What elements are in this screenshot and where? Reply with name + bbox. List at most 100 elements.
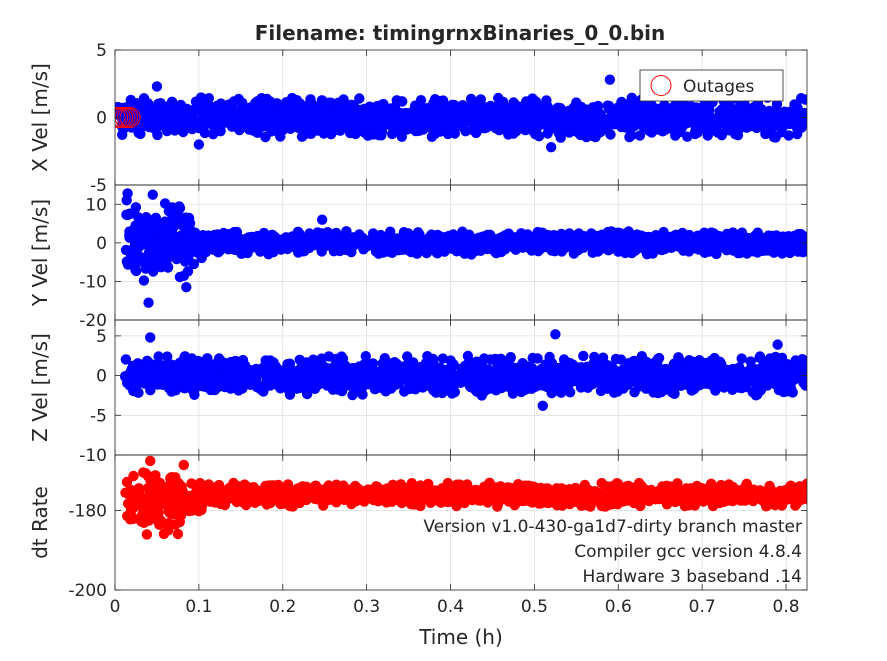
data-point (605, 374, 616, 386)
data-point (691, 243, 702, 254)
y-tick-label: 10 (85, 195, 107, 215)
data-point (745, 356, 756, 367)
data-point (682, 131, 693, 142)
data-point (615, 354, 627, 365)
data-point (766, 376, 778, 388)
data-point (655, 371, 666, 382)
data-point (509, 373, 520, 384)
data-point (373, 366, 384, 377)
data-point (602, 100, 613, 111)
data-point (328, 369, 339, 380)
data-point (406, 478, 417, 489)
data-point (194, 367, 205, 379)
data-point (539, 372, 551, 383)
data-points (120, 188, 807, 308)
data-point (330, 359, 341, 370)
data-point (628, 358, 639, 369)
data-point (773, 356, 784, 367)
data-point (789, 230, 800, 242)
data-point (421, 243, 433, 254)
y-tick-label: 5 (96, 41, 107, 61)
data-point (300, 357, 311, 368)
data-point (409, 122, 420, 133)
data-point (550, 329, 561, 340)
data-point (667, 374, 678, 385)
data-point (389, 101, 401, 113)
data-point (677, 107, 688, 119)
data-point (643, 125, 655, 136)
data-point (612, 386, 623, 397)
data-point (699, 123, 710, 134)
data-point (750, 390, 762, 401)
data-point (781, 112, 793, 123)
data-point (475, 94, 486, 105)
data-point (626, 235, 637, 246)
data-point (556, 387, 567, 398)
panel-dt-rate: -200-180 0 0.1 0.2 0.3 0.4 0.5 0.6 0.7 0.8 dt Ra… (28, 454, 808, 617)
data-point (120, 354, 132, 365)
data-point (309, 101, 320, 112)
data-points (120, 455, 807, 540)
y-tick-labels: -10-505 (79, 327, 107, 466)
data-point (269, 106, 280, 117)
data-point (545, 142, 557, 153)
data-point (159, 369, 170, 380)
data-point (579, 240, 590, 251)
data-points (115, 74, 807, 153)
data-point (590, 131, 601, 143)
data-point (646, 99, 657, 111)
data-point (781, 244, 792, 255)
data-point (209, 120, 220, 131)
data-point (451, 377, 462, 389)
data-point (619, 108, 630, 119)
data-point (422, 363, 433, 374)
data-point (211, 237, 222, 248)
data-point (650, 230, 661, 241)
data-point (151, 81, 163, 92)
data-point (138, 275, 150, 286)
data-point (159, 198, 171, 209)
data-point (605, 129, 616, 140)
data-point (257, 118, 268, 129)
panel-x-velocity: -505 X Vel [m/s] Outages (28, 41, 808, 196)
data-point (783, 130, 794, 141)
data-point (274, 379, 286, 391)
data-point (798, 231, 807, 242)
data-point (630, 108, 642, 119)
data-point (721, 105, 732, 117)
data-point (780, 377, 792, 388)
y-tick-label: -20 (79, 311, 107, 331)
data-point (263, 245, 274, 257)
data-point (529, 238, 540, 249)
data-point (414, 363, 425, 375)
data-point (290, 100, 301, 112)
data-point (734, 364, 745, 375)
data-point (668, 359, 679, 370)
data-point (315, 119, 327, 130)
data-point (202, 361, 214, 373)
data-point (182, 378, 194, 389)
data-point (246, 241, 257, 252)
data-point (568, 102, 579, 113)
data-point (203, 93, 215, 104)
data-point (595, 109, 606, 120)
data-point (428, 108, 439, 119)
data-point (268, 357, 279, 368)
data-point (438, 236, 450, 247)
data-point (135, 128, 146, 140)
data-point (375, 382, 386, 393)
data-point (567, 369, 578, 380)
y-tick-label: -10 (79, 446, 107, 466)
data-point (143, 297, 154, 308)
data-point (163, 206, 175, 217)
data-point (681, 364, 693, 375)
data-point (509, 109, 520, 120)
data-point (730, 104, 741, 115)
data-point (730, 123, 742, 135)
data-point (320, 374, 331, 386)
data-point (190, 104, 201, 115)
data-point (195, 92, 207, 103)
data-point (268, 231, 280, 242)
data-point (546, 230, 557, 241)
